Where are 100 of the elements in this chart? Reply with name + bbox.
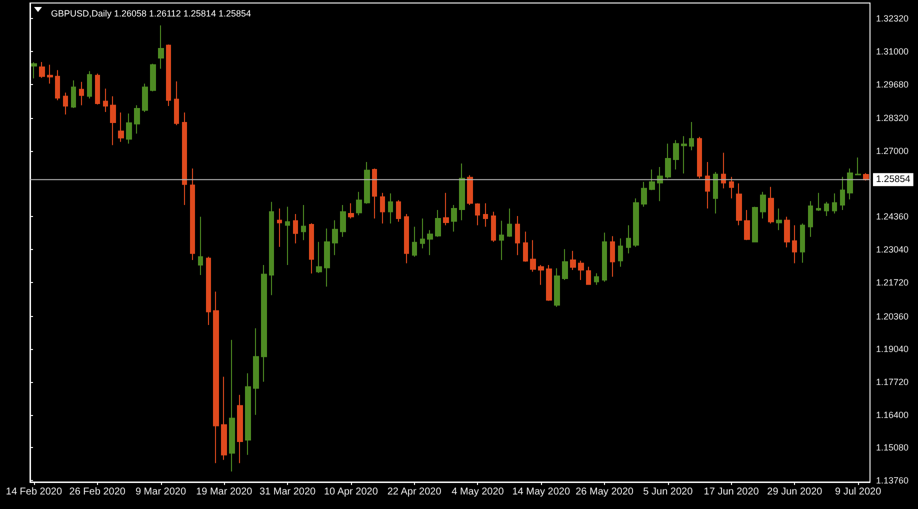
- candlestick: [412, 226, 417, 258]
- y-tick-label: 1.24360: [876, 212, 909, 222]
- y-tick-label: 1.32320: [876, 14, 909, 24]
- candlestick: [356, 191, 362, 216]
- candlestick: [475, 202, 480, 226]
- candlestick: [150, 63, 156, 92]
- candlestick: [649, 168, 655, 191]
- y-tick-label: 1.31000: [876, 46, 909, 57]
- candlestick: [245, 372, 251, 456]
- candlestick: [63, 92, 68, 115]
- candlestick: [110, 96, 116, 146]
- candlestick: [681, 136, 687, 174]
- candlestick: [657, 166, 663, 202]
- candlestick: [420, 218, 425, 249]
- candlestick: [388, 192, 393, 224]
- candlestick: [301, 204, 306, 241]
- candlestick: [808, 200, 813, 238]
- candlestick: [530, 240, 536, 272]
- candlestick: [515, 216, 520, 256]
- y-tick-label: 1.16400: [876, 410, 909, 420]
- x-tick-label: 19 Mar 2020: [196, 486, 253, 498]
- candlestick: [221, 376, 227, 460]
- candlestick: [229, 339, 235, 472]
- y-tick-label: 1.15080: [876, 442, 909, 453]
- candlestick: [697, 136, 702, 179]
- candlestick: [340, 204, 346, 238]
- y-tick-label: 1.17720: [876, 376, 909, 387]
- candlestick: [71, 80, 76, 109]
- y-tick-label: 1.27000: [876, 146, 909, 156]
- candlestick: [134, 104, 140, 134]
- candlestick: [760, 191, 766, 219]
- candlestick: [824, 201, 829, 216]
- candlestick: [451, 204, 457, 232]
- candlestick: [253, 328, 259, 416]
- candlestick: [285, 206, 290, 266]
- candlestick: [95, 73, 100, 106]
- ref-line-label: 1.25854: [876, 174, 910, 186]
- candlestick: [483, 202, 488, 228]
- candlestick: [744, 210, 750, 241]
- candlestick: [182, 112, 187, 206]
- candlestick: [372, 168, 377, 219]
- candlestick: [87, 70, 92, 100]
- candlestick: [190, 168, 195, 261]
- x-tick-label: 22 Apr 2020: [387, 486, 442, 498]
- text: GBPUSD,Daily 1.26058 1.26112 1.25814 1.25854: [51, 8, 251, 18]
- candlestick: [847, 168, 853, 200]
- candlestick: [332, 220, 338, 256]
- candlestick: [142, 83, 148, 112]
- candlestick: [523, 231, 528, 262]
- candlestick: [324, 228, 330, 288]
- x-tick-label: 5 Jun 2020: [643, 486, 694, 498]
- candlestick: [126, 112, 132, 144]
- y-tick-label: 1.23040: [876, 244, 909, 255]
- y-tick-label: 1.13760: [876, 476, 909, 486]
- candlestick: [39, 61, 45, 78]
- candlestick: [800, 222, 805, 264]
- x-tick-label: 31 Mar 2020: [259, 486, 316, 498]
- candlestick: [293, 214, 298, 244]
- candlestick: [736, 182, 742, 226]
- candlestick: [713, 171, 718, 214]
- candlestick: [570, 250, 576, 270]
- candlestick: [47, 64, 53, 84]
- candlestick: [784, 216, 790, 248]
- x-tick-label: 9 Mar 2020: [135, 486, 186, 498]
- candlestick: [665, 143, 671, 179]
- candlestick: [404, 214, 409, 264]
- candlestick: [348, 202, 354, 219]
- candlestick: [261, 264, 267, 382]
- candlestick: [705, 162, 710, 210]
- candlestick: [309, 222, 314, 274]
- candlestick: [673, 140, 679, 170]
- candlestick: [499, 220, 504, 261]
- candlestick: [396, 200, 401, 222]
- candlestick: [792, 224, 797, 264]
- candlestick: [237, 394, 243, 464]
- candlestick: [277, 208, 282, 248]
- candlestick: [364, 162, 370, 204]
- candlestick: [729, 176, 734, 199]
- candlestick: [443, 192, 449, 226]
- candlestick: [103, 88, 108, 112]
- x-tick-label: 17 Jun 2020: [704, 486, 760, 498]
- candlestick: [435, 210, 441, 238]
- y-tick-label: 1.29680: [876, 79, 909, 90]
- candlestick: [79, 81, 84, 106]
- candlestick: [507, 208, 512, 238]
- candlestick: [546, 264, 552, 302]
- x-tick-label: 9 Jul 2020: [835, 486, 882, 498]
- candlestick: [602, 232, 607, 282]
- candlestick: [594, 272, 599, 286]
- candlestick: [586, 266, 591, 286]
- candlestick: [467, 174, 473, 206]
- candlestick: [554, 268, 560, 308]
- x-tick-label: 14 May 2020: [512, 486, 570, 498]
- candlestick: [816, 192, 821, 212]
- y-tick-label: 1.21720: [876, 277, 909, 288]
- candlestick: [166, 44, 171, 107]
- y-tick-label: 1.19040: [876, 344, 909, 354]
- x-tick-label: 14 Feb 2020: [6, 486, 62, 498]
- candlestick: [459, 162, 465, 221]
- x-tick-label: 26 Feb 2020: [69, 486, 126, 498]
